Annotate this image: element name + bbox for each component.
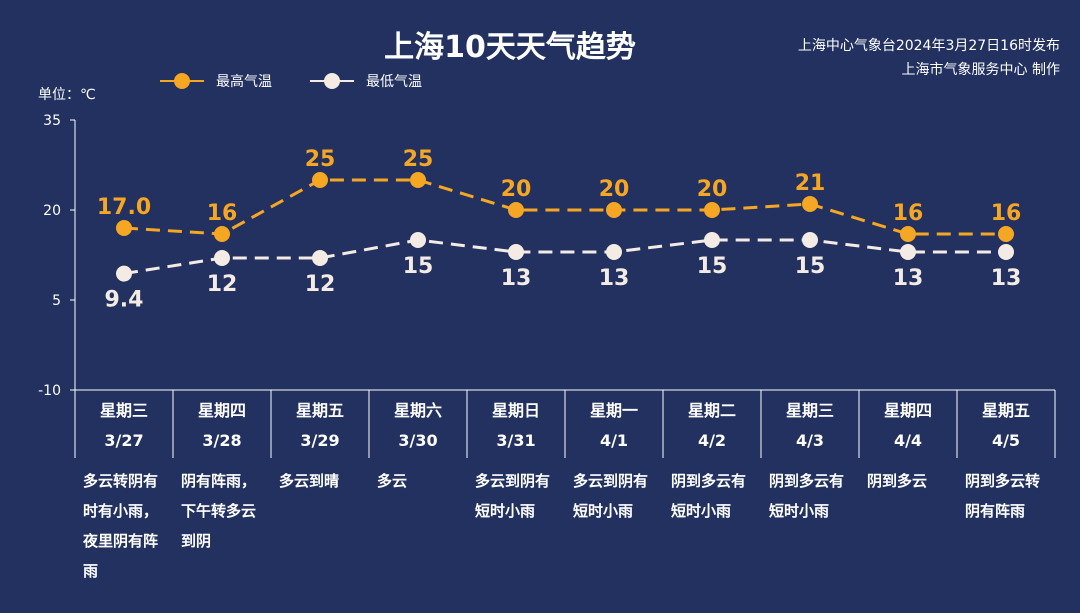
data-label-low: 15 bbox=[795, 254, 826, 279]
data-point-low bbox=[704, 232, 720, 248]
day-cell: 星期三 3/27 bbox=[75, 390, 173, 458]
weather-description: 阴到多云 bbox=[867, 472, 928, 490]
data-point-low bbox=[312, 250, 328, 266]
data-label-high: 20 bbox=[501, 177, 532, 202]
data-label-low: 9.4 bbox=[105, 288, 144, 313]
data-point-high bbox=[116, 220, 132, 236]
weekday-label: 星期四 bbox=[197, 401, 246, 420]
legend-marker-high bbox=[174, 73, 190, 89]
data-label-high: 16 bbox=[207, 201, 238, 226]
weather-description: 多云 bbox=[377, 472, 408, 490]
data-label-high: 16 bbox=[991, 201, 1022, 226]
issuer-info: 上海中心气象台2024年3月27日16时发布 上海市气象服务中心 制作 bbox=[798, 34, 1060, 82]
data-point-high bbox=[214, 226, 230, 242]
data-point-high bbox=[606, 202, 622, 218]
y-tick-label: -10 bbox=[38, 383, 61, 399]
day-cell: 星期四 3/28 bbox=[173, 390, 271, 458]
day-cell: 星期日 3/31 bbox=[467, 390, 565, 458]
day-cell: 星期一 4/1 bbox=[565, 390, 663, 458]
data-label-high: 25 bbox=[305, 147, 336, 172]
chart-title: 上海10天天气趋势 bbox=[384, 30, 636, 65]
weather-description: 多云到阴有短时小雨 bbox=[475, 472, 551, 520]
legend-label-high: 最高气温 bbox=[216, 74, 272, 90]
weekday-label: 星期三 bbox=[785, 401, 834, 420]
y-tick-label: 5 bbox=[52, 293, 61, 309]
data-point-high bbox=[704, 202, 720, 218]
weather-description: 多云转阴有时有小雨，夜里阴有阵雨 bbox=[83, 472, 159, 580]
data-point-high bbox=[410, 172, 426, 188]
data-point-low bbox=[606, 244, 622, 260]
data-label-low: 13 bbox=[599, 266, 630, 291]
data-label-low: 15 bbox=[697, 254, 728, 279]
date-label: 3/28 bbox=[202, 431, 242, 450]
data-point-high bbox=[802, 196, 818, 212]
data-label-high: 21 bbox=[795, 171, 826, 196]
issuer-line-2: 上海市气象服务中心 制作 bbox=[901, 62, 1060, 78]
date-label: 3/29 bbox=[300, 431, 340, 450]
data-point-low bbox=[116, 265, 132, 282]
date-label: 4/3 bbox=[795, 431, 825, 450]
weekday-label: 星期五 bbox=[295, 401, 344, 420]
issuer-line-1: 上海中心气象台2024年3月27日16时发布 bbox=[797, 38, 1060, 54]
series-line-high bbox=[123, 178, 1006, 236]
date-label: 3/31 bbox=[496, 431, 536, 450]
data-label-low: 15 bbox=[403, 254, 434, 279]
day-cell: 星期五 3/29 bbox=[271, 390, 369, 458]
data-point-low bbox=[802, 232, 818, 248]
data-point-high bbox=[900, 226, 916, 242]
weekday-label: 星期四 bbox=[883, 401, 932, 420]
data-label-high: 16 bbox=[893, 201, 924, 226]
legend-marker-low bbox=[324, 73, 340, 89]
date-label: 3/27 bbox=[104, 431, 144, 450]
data-point-high bbox=[998, 226, 1014, 242]
data-point-low bbox=[410, 232, 426, 248]
date-label: 4/2 bbox=[697, 431, 727, 450]
date-label: 4/1 bbox=[599, 431, 629, 450]
data-label-high: 20 bbox=[697, 177, 728, 202]
data-label-low: 12 bbox=[207, 272, 238, 297]
weather-description: 阴到多云有短时小雨 bbox=[671, 472, 747, 520]
day-cell: 星期六 3/30 bbox=[369, 390, 467, 458]
y-tick-label: 20 bbox=[43, 203, 61, 219]
series-line-low bbox=[123, 238, 1006, 276]
data-label-low: 12 bbox=[305, 272, 336, 297]
weekday-label: 星期五 bbox=[981, 401, 1030, 420]
data-label-low: 13 bbox=[991, 266, 1022, 291]
data-label-high: 17.0 bbox=[97, 195, 151, 220]
weather-description: 多云到阴有短时小雨 bbox=[573, 472, 649, 520]
legend-label-low: 最低气温 bbox=[366, 74, 422, 90]
data-point-high bbox=[508, 202, 524, 218]
data-label-high: 25 bbox=[403, 147, 434, 172]
weather-description: 阴到多云有短时小雨 bbox=[769, 472, 845, 520]
weather-description: 阴有阵雨，下午转多云到阴 bbox=[181, 472, 257, 550]
y-tick-label: 35 bbox=[43, 113, 61, 129]
day-cell: 星期四 4/4 bbox=[859, 390, 957, 458]
day-cell: 星期二 4/2 bbox=[663, 390, 761, 458]
date-label: 3/30 bbox=[398, 431, 438, 450]
data-label-high: 20 bbox=[599, 177, 630, 202]
data-label-low: 13 bbox=[501, 266, 532, 291]
weekday-label: 星期六 bbox=[393, 401, 442, 420]
weekday-label: 星期日 bbox=[491, 401, 540, 420]
unit-label: 单位：℃ bbox=[38, 87, 96, 103]
data-point-low bbox=[214, 250, 230, 266]
weekday-label: 星期三 bbox=[99, 401, 148, 420]
data-point-low bbox=[900, 244, 916, 260]
date-label: 4/5 bbox=[991, 431, 1021, 450]
data-point-low bbox=[998, 244, 1014, 260]
weekday-label: 星期二 bbox=[687, 401, 736, 420]
day-cell: 星期五 4/5 bbox=[957, 390, 1055, 458]
date-label: 4/4 bbox=[893, 431, 923, 450]
data-point-high bbox=[312, 172, 328, 188]
day-cell: 星期三 4/3 bbox=[761, 390, 859, 458]
data-point-low bbox=[508, 244, 524, 260]
weather-description: 阴到多云转阴有阵雨 bbox=[965, 472, 1041, 520]
weather-description: 多云到晴 bbox=[279, 472, 340, 490]
data-label-low: 13 bbox=[893, 266, 924, 291]
weekday-label: 星期一 bbox=[589, 401, 638, 420]
